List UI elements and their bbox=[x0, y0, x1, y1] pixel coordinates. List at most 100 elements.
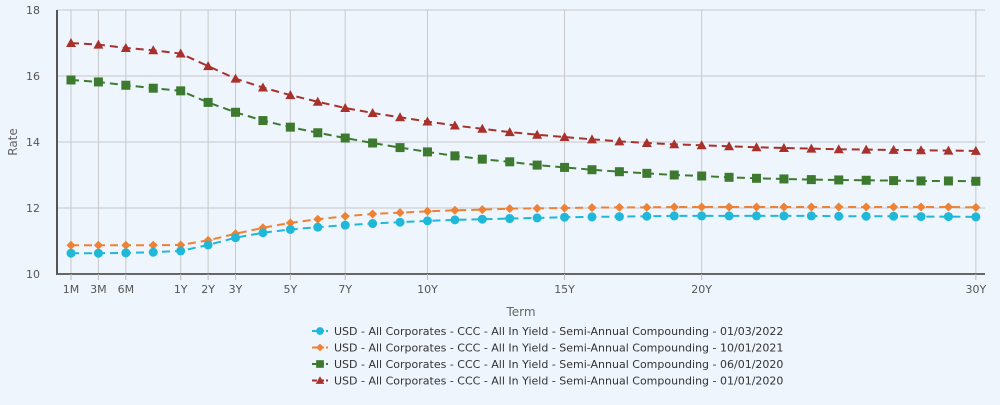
data-point bbox=[943, 202, 953, 212]
data-point bbox=[916, 202, 926, 212]
data-point bbox=[560, 212, 570, 222]
data-point bbox=[203, 240, 213, 250]
data-point bbox=[587, 165, 597, 175]
series-circle bbox=[66, 211, 981, 258]
data-point bbox=[778, 142, 789, 152]
data-point bbox=[532, 213, 542, 223]
data-point bbox=[477, 205, 487, 215]
data-point bbox=[93, 39, 104, 49]
data-point bbox=[368, 138, 378, 148]
x-tick-label: 30Y bbox=[966, 283, 987, 296]
data-point bbox=[121, 248, 131, 258]
data-point bbox=[313, 222, 323, 232]
data-point bbox=[752, 211, 761, 221]
x-tick-label: 2Y bbox=[201, 283, 215, 296]
x-tick-label: 1M bbox=[63, 283, 80, 296]
legend-label: USD - All Corporates - CCC - All In Yiel… bbox=[334, 342, 783, 355]
data-point bbox=[395, 143, 405, 153]
data-point bbox=[916, 176, 926, 186]
data-point bbox=[120, 42, 131, 52]
data-point bbox=[285, 90, 296, 100]
legend-item[interactable]: USD - All Corporates - CCC - All In Yiel… bbox=[312, 342, 783, 355]
data-point bbox=[340, 103, 351, 113]
data-point bbox=[697, 202, 707, 212]
data-point bbox=[66, 240, 76, 250]
data-point bbox=[176, 246, 186, 256]
legend: USD - All Corporates - CCC - All In Yiel… bbox=[312, 325, 783, 388]
series-group bbox=[66, 38, 981, 258]
data-point bbox=[532, 129, 543, 139]
data-point bbox=[724, 172, 734, 182]
data-point bbox=[916, 212, 926, 222]
data-point bbox=[889, 202, 899, 212]
data-point bbox=[669, 139, 680, 149]
x-tick-label: 1Y bbox=[174, 283, 188, 296]
data-point bbox=[970, 145, 981, 155]
data-point bbox=[751, 142, 762, 152]
data-point bbox=[697, 171, 707, 181]
y-tick-label: 16 bbox=[26, 70, 40, 83]
legend-item[interactable]: USD - All Corporates - CCC - All In Yiel… bbox=[312, 325, 783, 338]
legend-label: USD - All Corporates - CCC - All In Yiel… bbox=[334, 325, 783, 338]
data-point bbox=[641, 137, 652, 147]
y-tick-label: 18 bbox=[26, 4, 40, 17]
data-point bbox=[505, 204, 515, 214]
data-point bbox=[861, 175, 871, 185]
data-point bbox=[367, 107, 378, 117]
data-point bbox=[285, 224, 295, 234]
legend-marker-square-icon bbox=[316, 360, 324, 368]
data-point bbox=[943, 212, 953, 222]
data-point bbox=[614, 212, 624, 222]
data-point bbox=[587, 212, 597, 222]
x-tick-label: 3Y bbox=[229, 283, 243, 296]
data-point bbox=[422, 147, 432, 157]
data-point bbox=[943, 145, 954, 155]
data-point bbox=[66, 248, 76, 258]
data-point bbox=[285, 122, 295, 132]
data-point bbox=[313, 214, 323, 224]
data-point bbox=[889, 211, 899, 221]
data-point bbox=[93, 240, 103, 250]
legend-label: USD - All Corporates - CCC - All In Yiel… bbox=[334, 375, 783, 388]
data-point bbox=[66, 75, 76, 85]
data-point bbox=[477, 154, 487, 164]
data-point bbox=[833, 144, 844, 154]
data-point bbox=[449, 120, 460, 130]
data-point bbox=[560, 203, 570, 213]
axes bbox=[56, 10, 985, 275]
data-point bbox=[450, 151, 460, 161]
data-point bbox=[861, 144, 872, 154]
data-point bbox=[971, 202, 981, 212]
data-point bbox=[888, 144, 899, 154]
data-point bbox=[806, 211, 816, 221]
legend-item[interactable]: USD - All Corporates - CCC - All In Yiel… bbox=[312, 358, 783, 371]
legend-marker-diamond-icon bbox=[316, 343, 324, 352]
data-point bbox=[477, 214, 487, 224]
data-point bbox=[395, 112, 406, 122]
data-point bbox=[560, 162, 570, 172]
data-point bbox=[587, 203, 597, 213]
data-point bbox=[93, 248, 103, 258]
y-tick-label: 10 bbox=[26, 268, 40, 281]
data-point bbox=[505, 157, 515, 167]
data-point bbox=[697, 211, 707, 221]
data-point bbox=[340, 211, 350, 221]
data-point bbox=[313, 128, 323, 138]
data-point bbox=[669, 170, 679, 180]
series-line bbox=[71, 214, 976, 255]
legend-item[interactable]: USD - All Corporates - CCC - All In Yiel… bbox=[312, 375, 783, 388]
data-point bbox=[642, 168, 652, 178]
data-point bbox=[450, 215, 460, 225]
data-point bbox=[231, 233, 241, 243]
data-point bbox=[669, 202, 679, 212]
data-point bbox=[312, 96, 323, 106]
x-axis-title: Term bbox=[505, 305, 535, 319]
data-point bbox=[779, 211, 789, 221]
data-point bbox=[642, 211, 652, 221]
data-point bbox=[148, 240, 158, 250]
data-point bbox=[724, 211, 734, 221]
data-point bbox=[834, 175, 844, 185]
data-point bbox=[752, 202, 761, 212]
data-point bbox=[586, 134, 597, 144]
data-point bbox=[504, 127, 515, 137]
